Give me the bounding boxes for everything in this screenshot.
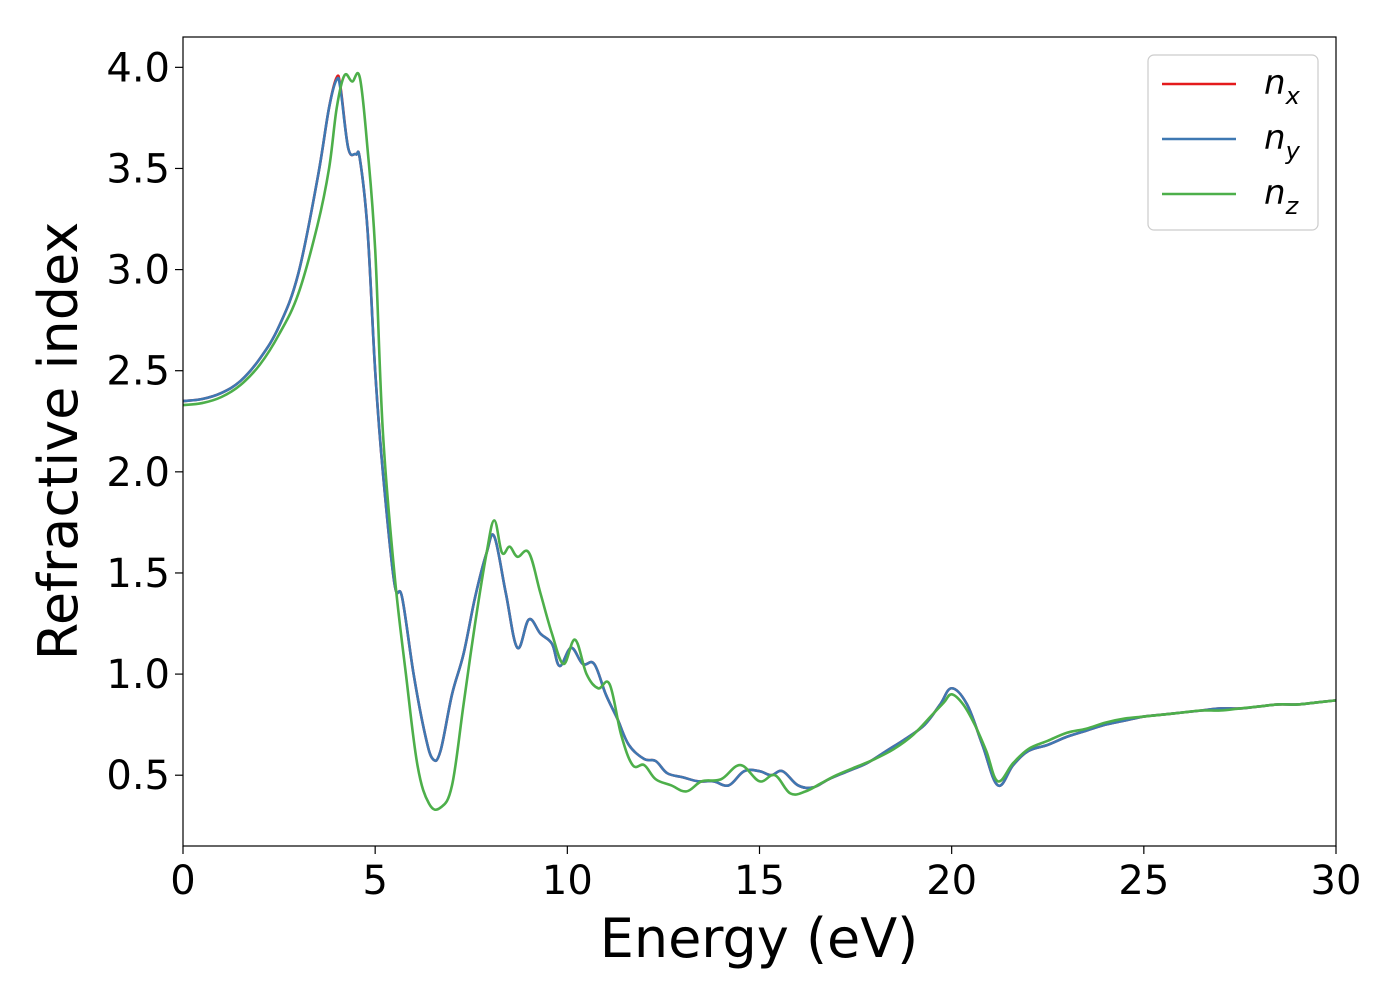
legend-label-main: n [1264,63,1286,103]
x-tick-label: 25 [1118,858,1169,904]
x-tick-label: 20 [926,858,977,904]
y-axis: 0.5 1.0 1.5 2.0 2.5 3.0 3.5 4.0 [106,45,183,799]
legend-label-sub: z [1285,192,1300,220]
y-tick-label: 2.5 [106,349,170,395]
legend-label-main: n [1264,118,1286,158]
legend-box [1147,54,1319,231]
legend-label-sub: y [1285,137,1301,165]
legend-label-main: n [1264,173,1286,213]
legend-label-sub: x [1285,82,1301,110]
x-axis: 0 5 10 15 20 25 30 [170,846,1361,904]
x-tick-label: 5 [362,858,387,904]
y-tick-label: 4.0 [106,45,170,91]
y-tick-label: 3.5 [106,146,170,192]
legend-label-y: ny [1264,118,1301,165]
y-axis-title: Refractive index [27,222,90,661]
x-tick-label: 10 [542,858,593,904]
series-line-y [183,76,1336,790]
legend-label-x: nx [1264,63,1301,110]
x-tick-label: 15 [734,858,785,904]
legend-label-z: nz [1264,173,1300,220]
y-tick-label: 3.0 [106,248,170,294]
series-line-z [183,71,1336,812]
y-tick-label: 1.0 [106,652,170,698]
x-tick-label: 30 [1311,858,1362,904]
plot-background [183,37,1336,846]
y-tick-label: 2.0 [106,450,170,496]
series-layer [183,71,1336,812]
x-axis-title: Energy (eV) [600,907,919,970]
y-tick-label: 1.5 [106,551,170,597]
x-tick-label: 0 [170,858,195,904]
y-tick-label: 0.5 [106,753,170,799]
